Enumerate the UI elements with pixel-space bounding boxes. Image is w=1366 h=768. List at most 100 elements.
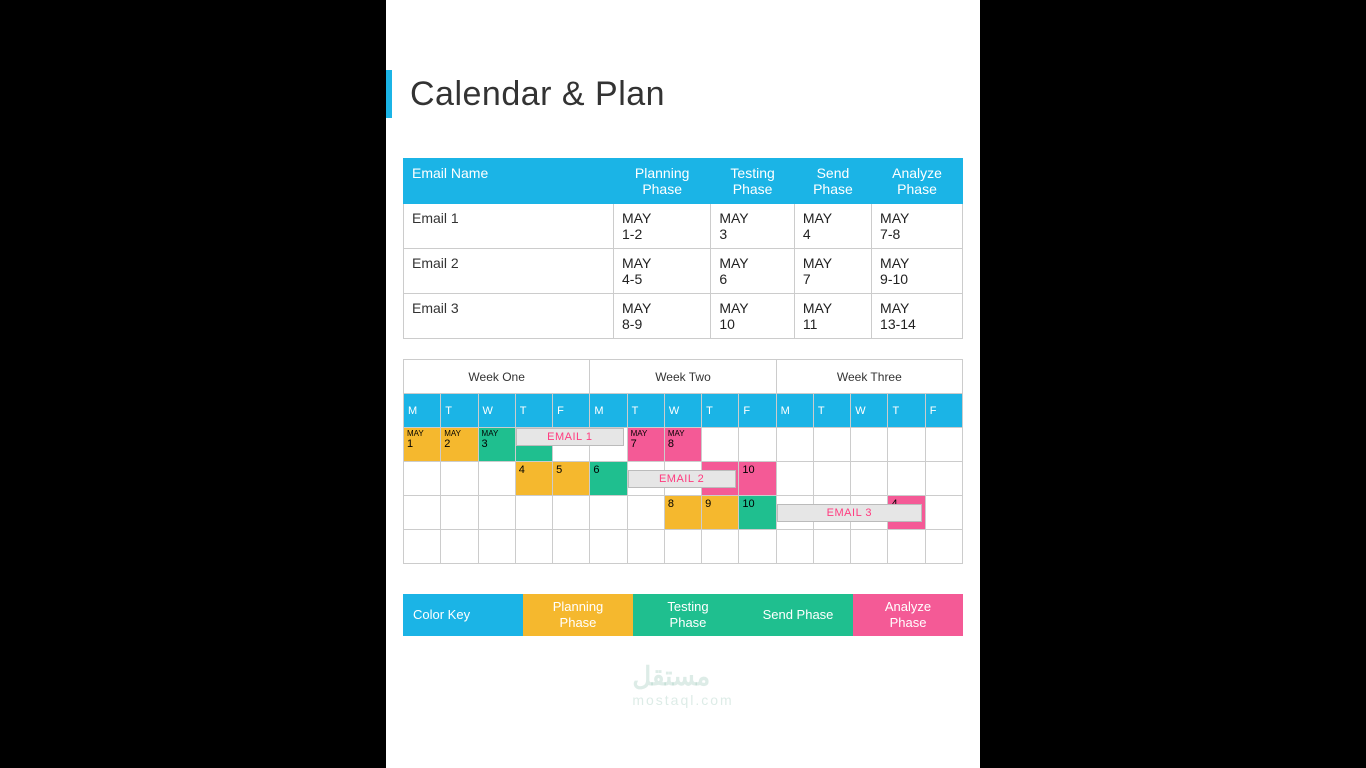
day-header: T xyxy=(702,394,739,428)
calendar-cell xyxy=(702,530,739,564)
phase-cell: MAY11 xyxy=(794,294,871,339)
phase-cell: MAY7 xyxy=(794,249,871,294)
calendar-cell: 5 xyxy=(553,462,590,496)
color-key: Color KeyPlanningPhaseTestingPhaseSend P… xyxy=(403,594,963,636)
calendar-row: 8910EMAIL 34 xyxy=(404,496,963,530)
calendar-row xyxy=(404,530,963,564)
week-header: Week Two xyxy=(590,360,776,394)
phase-cell: MAY1-2 xyxy=(614,204,711,249)
calendar-cell: MAY3 xyxy=(478,428,515,462)
day-header: W xyxy=(478,394,515,428)
phase-table-row: Email 2MAY4-5MAY6MAY7MAY9-10 xyxy=(404,249,963,294)
calendar-cell xyxy=(888,530,925,564)
calendar-cell xyxy=(813,462,850,496)
week-header: Week Three xyxy=(776,360,962,394)
calendar-cell xyxy=(888,462,925,496)
page-title: Calendar & Plan xyxy=(410,75,665,114)
calendar-cell xyxy=(404,496,441,530)
calendar-cell xyxy=(404,462,441,496)
calendar-cell xyxy=(627,530,664,564)
day-header: T xyxy=(627,394,664,428)
email-gantt-label: EMAIL 2 xyxy=(628,470,736,488)
calendar-cell xyxy=(515,530,552,564)
calendar-cell: 9 xyxy=(702,496,739,530)
calendar-cell xyxy=(441,530,478,564)
watermark: مستقل mostaql.com xyxy=(632,661,733,708)
phase-cell: MAY3 xyxy=(711,204,795,249)
calendar-cell: 8 xyxy=(664,496,701,530)
phase-cell: MAY7-8 xyxy=(872,204,963,249)
phase-table: Email NamePlanningPhaseTestingPhaseSendP… xyxy=(403,158,963,339)
color-key-item: Color Key xyxy=(403,594,523,636)
phase-cell: MAY6 xyxy=(711,249,795,294)
day-header: W xyxy=(664,394,701,428)
calendar-cell xyxy=(925,462,962,496)
calendar-cell: 10 xyxy=(739,462,776,496)
phase-table-row: Email 1MAY1-2MAY3MAY4MAY7-8 xyxy=(404,204,963,249)
email-gantt-label: EMAIL 3 xyxy=(777,504,922,522)
calendar-cell: 10 xyxy=(739,496,776,530)
page: مستقل mostaql.com Calendar & Plan Email … xyxy=(386,0,980,768)
email-name-cell: Email 3 xyxy=(404,294,614,339)
calendar-cell xyxy=(590,530,627,564)
calendar-cell xyxy=(478,496,515,530)
phase-table-header: PlanningPhase xyxy=(614,159,711,204)
calendar-cell xyxy=(813,530,850,564)
email-name-cell: Email 2 xyxy=(404,249,614,294)
calendar-cell: 4 xyxy=(515,462,552,496)
calendar-cell: 4EMAIL 1 xyxy=(515,428,552,462)
calendar-cell xyxy=(515,496,552,530)
day-header: T xyxy=(441,394,478,428)
week-header: Week One xyxy=(404,360,590,394)
phase-table-header: SendPhase xyxy=(794,159,871,204)
calendar-cell xyxy=(776,428,813,462)
calendar-cell xyxy=(590,496,627,530)
calendar-cell xyxy=(702,428,739,462)
calendar-cell xyxy=(553,530,590,564)
day-header: F xyxy=(925,394,962,428)
calendar-cell xyxy=(441,462,478,496)
calendar-cell xyxy=(776,462,813,496)
calendar-cell xyxy=(664,530,701,564)
calendar-cell xyxy=(478,530,515,564)
color-key-item: AnalyzePhase xyxy=(853,594,963,636)
calendar-grid: Week OneWeek TwoWeek Three MTWTFMTWTFMTW… xyxy=(403,359,963,564)
day-header: T xyxy=(813,394,850,428)
calendar-cell: 6 xyxy=(590,462,627,496)
calendar-cell xyxy=(813,428,850,462)
calendar-cell: MAY1 xyxy=(404,428,441,462)
calendar-row: MAY1MAY2MAY34EMAIL 1MAY7MAY8 xyxy=(404,428,963,462)
email-gantt-label: EMAIL 1 xyxy=(516,428,624,446)
phase-table-header: AnalyzePhase xyxy=(872,159,963,204)
day-header: M xyxy=(404,394,441,428)
calendar-cell xyxy=(478,462,515,496)
day-header: F xyxy=(739,394,776,428)
phase-table-header: TestingPhase xyxy=(711,159,795,204)
calendar-cell xyxy=(404,530,441,564)
calendar-cell: EMAIL 2 xyxy=(627,462,664,496)
watermark-text: مستقل xyxy=(632,661,710,691)
calendar-cell xyxy=(553,496,590,530)
calendar-cell: MAY2 xyxy=(441,428,478,462)
calendar-cell xyxy=(925,496,962,530)
phase-cell: MAY10 xyxy=(711,294,795,339)
calendar-cell xyxy=(851,428,888,462)
color-key-item: Send Phase xyxy=(743,594,853,636)
day-header: T xyxy=(515,394,552,428)
day-header: W xyxy=(851,394,888,428)
calendar-cell xyxy=(851,530,888,564)
watermark-url: mostaql.com xyxy=(632,692,733,708)
email-name-cell: Email 1 xyxy=(404,204,614,249)
title-accent-bar xyxy=(386,70,392,118)
phase-cell: MAY4 xyxy=(794,204,871,249)
calendar-cell: MAY8 xyxy=(664,428,701,462)
phase-cell: MAY9-10 xyxy=(872,249,963,294)
calendar-cell: EMAIL 3 xyxy=(776,496,813,530)
phase-cell: MAY8-9 xyxy=(614,294,711,339)
calendar-cell xyxy=(925,530,962,564)
title-wrap: Calendar & Plan xyxy=(386,70,980,118)
phase-cell: MAY13-14 xyxy=(872,294,963,339)
day-header: F xyxy=(553,394,590,428)
calendar-cell xyxy=(739,530,776,564)
day-header: T xyxy=(888,394,925,428)
